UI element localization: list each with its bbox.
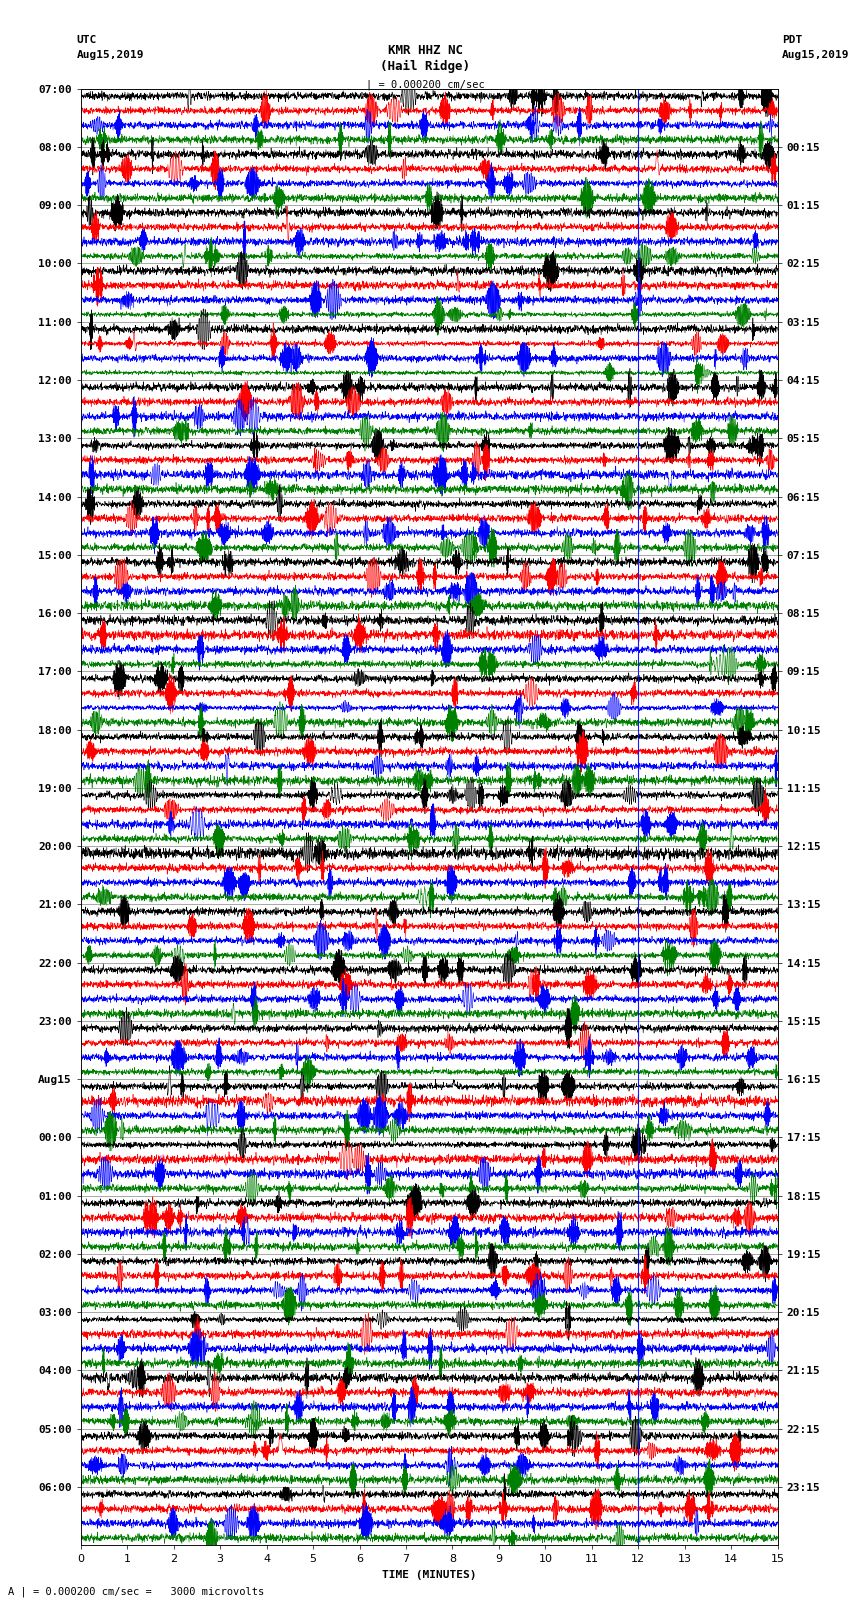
Text: UTC: UTC <box>76 35 97 45</box>
Text: A | = 0.000200 cm/sec =   3000 microvolts: A | = 0.000200 cm/sec = 3000 microvolts <box>8 1586 264 1597</box>
X-axis label: TIME (MINUTES): TIME (MINUTES) <box>382 1569 477 1579</box>
Text: Aug15,2019: Aug15,2019 <box>782 50 849 60</box>
Text: | = 0.000200 cm/sec: | = 0.000200 cm/sec <box>366 79 484 90</box>
Text: Aug15,2019: Aug15,2019 <box>76 50 144 60</box>
Text: (Hail Ridge): (Hail Ridge) <box>380 60 470 73</box>
Text: PDT: PDT <box>782 35 802 45</box>
Text: KMR HHZ NC: KMR HHZ NC <box>388 44 462 56</box>
